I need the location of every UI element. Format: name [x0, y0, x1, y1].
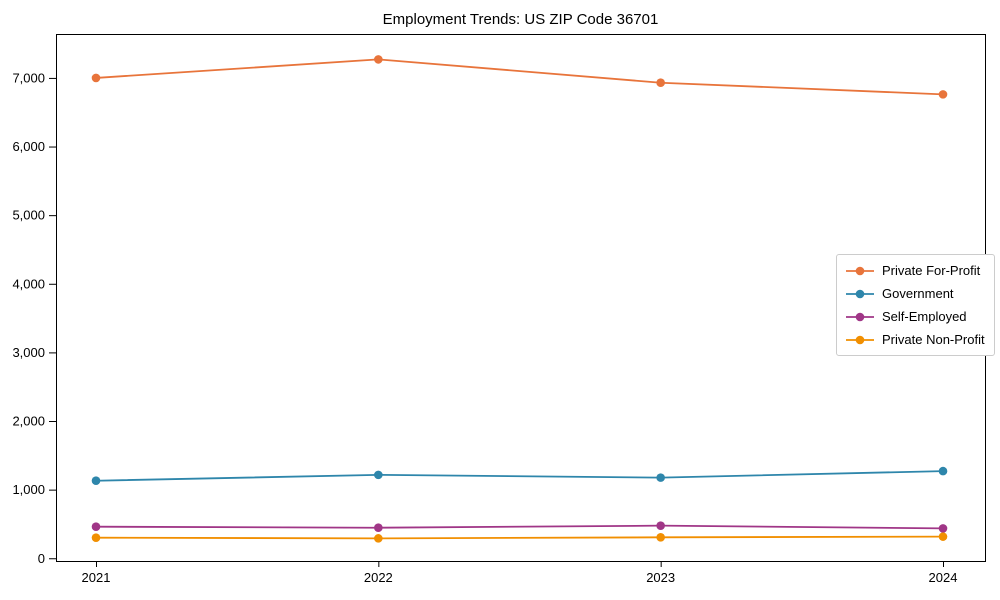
- series-government: [91, 466, 948, 486]
- data-point-self-employed-2021: [91, 522, 101, 531]
- data-point-self-employed-2023: [656, 521, 665, 530]
- data-point-private-for-profit-2023: [656, 78, 665, 88]
- data-point-private-for-profit-2021: [91, 73, 101, 83]
- data-point-government-2023: [656, 473, 665, 482]
- data-point-self-employed-2024: [938, 524, 948, 533]
- y-axis: 0 1,000 2,000 3,000 4,000 5,000 6,000 7,000: [12, 70, 56, 566]
- legend-item-government: Government: [845, 283, 985, 304]
- x-tick-label: 2022: [364, 570, 393, 585]
- y-tick-label: 2,000: [12, 414, 45, 429]
- chart-legend: Private For-Profit Government Self-Employe…: [836, 254, 995, 356]
- series-self-employed: [91, 521, 948, 533]
- data-point-government-2022: [374, 470, 383, 480]
- series-line-private-non-profit: [95, 535, 944, 540]
- data-point-private-non-profit-2021: [91, 533, 101, 542]
- legend-marker-private-non-profit-icon: [846, 335, 874, 344]
- y-tick-label: 5,000: [12, 208, 45, 223]
- legend-marker-self-employed-icon: [846, 312, 874, 321]
- y-tick-label: 1,000: [12, 482, 45, 497]
- chart-title: Employment Trends: US ZIP Code 36701: [382, 11, 659, 28]
- data-point-government-2021: [91, 476, 101, 486]
- legend-item-private-for-profit: Private For-Profit: [845, 260, 985, 281]
- y-tick-label: 7,000: [12, 70, 45, 85]
- y-tick-label: 6,000: [12, 139, 45, 154]
- legend-label: Self-Employed: [882, 309, 967, 324]
- data-point-private-for-profit-2022: [374, 55, 383, 64]
- data-point-self-employed-2022: [374, 523, 383, 533]
- legend-label: Government: [882, 286, 954, 301]
- legend-label: Private For-Profit: [882, 263, 981, 278]
- x-tick-label: 2021: [82, 570, 111, 585]
- legend-item-self-employed: Self-Employed: [845, 306, 985, 327]
- legend-item-private-non-profit: Private Non-Profit: [845, 329, 985, 350]
- series-line-private-for-profit: [95, 58, 944, 96]
- y-tick-label: 3,000: [12, 345, 45, 360]
- data-point-private-non-profit-2024: [938, 532, 948, 541]
- x-axis: 2021 2022 2023 2024: [82, 561, 958, 585]
- legend-label: Private Non-Profit: [882, 332, 985, 347]
- series-private-non-profit: [91, 532, 948, 543]
- data-point-private-non-profit-2023: [656, 533, 665, 542]
- series-line-self-employed: [95, 524, 944, 530]
- data-point-private-for-profit-2024: [938, 90, 948, 99]
- legend-marker-private-for-profit-icon: [846, 266, 874, 275]
- legend-marker-government-icon: [846, 289, 874, 298]
- series-private-for-profit: [91, 55, 948, 99]
- data-point-government-2024: [938, 466, 948, 476]
- x-tick-label: 2023: [646, 570, 675, 585]
- series-line-government: [95, 470, 944, 482]
- data-point-private-non-profit-2022: [374, 534, 383, 543]
- x-tick-label: 2024: [929, 570, 958, 585]
- y-tick-label: 4,000: [12, 276, 45, 291]
- y-tick-label: 0: [38, 551, 45, 566]
